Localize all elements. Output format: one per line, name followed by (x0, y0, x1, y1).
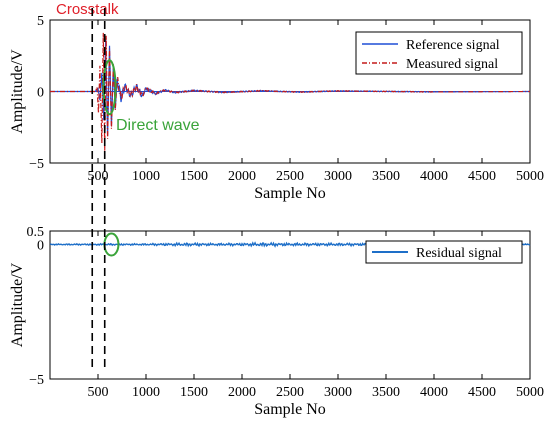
bottom-chart: 500 1000 1500 2000 2500 3000 3500 4000 4500 5000 0… (9, 225, 544, 418)
top-chart: 500 1000 1500 2000 2500 3000 3500 4000 4500 50005… (9, 1, 544, 202)
x-tick-label: 1000 (132, 385, 160, 400)
bottom-legend: Residual signal (365, 240, 523, 264)
series-line-measured (50, 32, 530, 152)
bottom-ticks: 500 1000 1500 2000 2500 3000 3500 4000 4500 5000 0… (27, 225, 545, 400)
x-tick-label: 3000 (324, 169, 352, 184)
x-tick-label: 3500 (372, 385, 400, 400)
legend-label-residual: Residual signal (416, 246, 502, 261)
x-tick-label: 4500 (468, 169, 496, 184)
x-tick-label: 1500 (180, 169, 208, 184)
dashed-markers (91, 8, 106, 372)
bottom-x-axis-label: Sample No (254, 401, 326, 418)
x-tick-label: 500 (88, 385, 109, 400)
crosstalk-annotation: Crosstalk (56, 1, 119, 18)
x-tick-label: 4500 (468, 385, 496, 400)
x-tick-label: 4000 (420, 169, 448, 184)
x-tick-label: 2000 (228, 385, 256, 400)
x-tick-label: 2000 (228, 169, 256, 184)
y-tick-label: 5 (37, 14, 44, 29)
y-tick-label: −5 (29, 157, 44, 172)
x-tick-label: 4000 (420, 385, 448, 400)
y-tick-label: 0.5 (27, 225, 45, 240)
bottom-y-axis-label: Amplitude/V (9, 262, 26, 347)
direct-wave-ellipse (102, 59, 117, 116)
y-tick-label: 0 (37, 86, 44, 101)
top-ticks: 500 1000 1500 2000 2500 3000 3500 4000 4500 50005… (29, 14, 544, 184)
x-tick-label: 3500 (372, 169, 400, 184)
top-y-axis-label: Amplitude/V (9, 49, 26, 134)
x-tick-label: 2500 (276, 169, 304, 184)
top-legend-box (355, 31, 523, 75)
x-tick-label: 1000 (132, 169, 160, 184)
x-tick-label: 5000 (516, 169, 544, 184)
top-legend: Reference signal Measured signal (355, 31, 523, 75)
direct-wave-annotation: Direct wave (116, 117, 200, 134)
x-tick-label: 5000 (516, 385, 544, 400)
y-tick-label: 0 (37, 238, 44, 253)
bottom-legend-box (365, 240, 523, 264)
x-tick-label: 3000 (324, 385, 352, 400)
y-tick-label: −5 (29, 373, 44, 388)
legend-label-measured: Measured signal (406, 57, 498, 72)
top-x-axis-label: Sample No (254, 185, 326, 202)
legend-label-reference: Reference signal (406, 38, 500, 53)
x-tick-label: 1500 (180, 385, 208, 400)
x-tick-label: 2500 (276, 385, 304, 400)
top-series-lines (50, 32, 530, 152)
